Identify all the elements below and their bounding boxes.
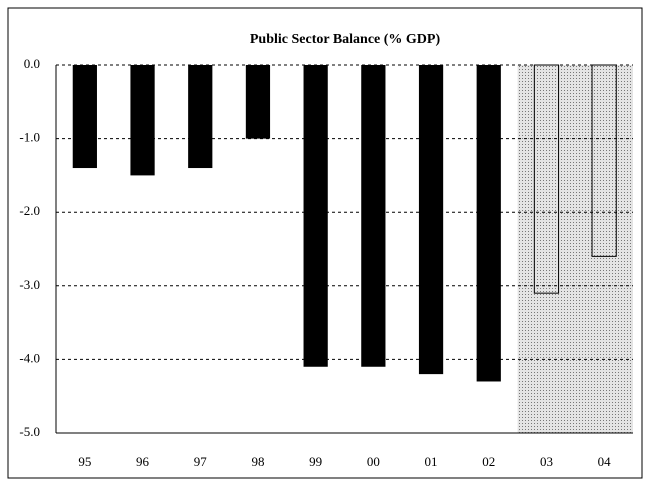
bar: [591, 64, 617, 257]
bar: [130, 65, 155, 176]
x-tick-label: 95: [78, 454, 91, 469]
x-tick-label: 97: [194, 454, 208, 469]
bar: [361, 65, 386, 367]
x-tick-label: 00: [367, 454, 380, 469]
y-tick-label: -4.0: [19, 350, 40, 365]
bar: [476, 65, 501, 382]
x-tick-label: 96: [136, 454, 150, 469]
bar: [72, 65, 97, 169]
y-tick-label: 0.0: [24, 56, 40, 71]
x-tick-label: 04: [598, 454, 612, 469]
bar: [418, 65, 444, 375]
bar: [245, 65, 271, 139]
y-tick-label: -2.0: [19, 203, 40, 218]
y-tick-label: -1.0: [19, 130, 40, 145]
x-tick-label: 98: [251, 454, 264, 469]
x-tick-label: 99: [309, 454, 322, 469]
x-tick-label: 02: [482, 454, 495, 469]
chart-title: Public Sector Balance (% GDP): [250, 32, 441, 47]
bar: [533, 64, 560, 294]
y-tick-label: -3.0: [19, 277, 40, 292]
shaded-region: [517, 65, 633, 433]
bar: [188, 65, 213, 169]
x-tick-label: 03: [540, 454, 553, 469]
bar: [303, 65, 328, 367]
x-tick-label: 01: [425, 454, 438, 469]
y-tick-label: -5.0: [19, 424, 40, 439]
